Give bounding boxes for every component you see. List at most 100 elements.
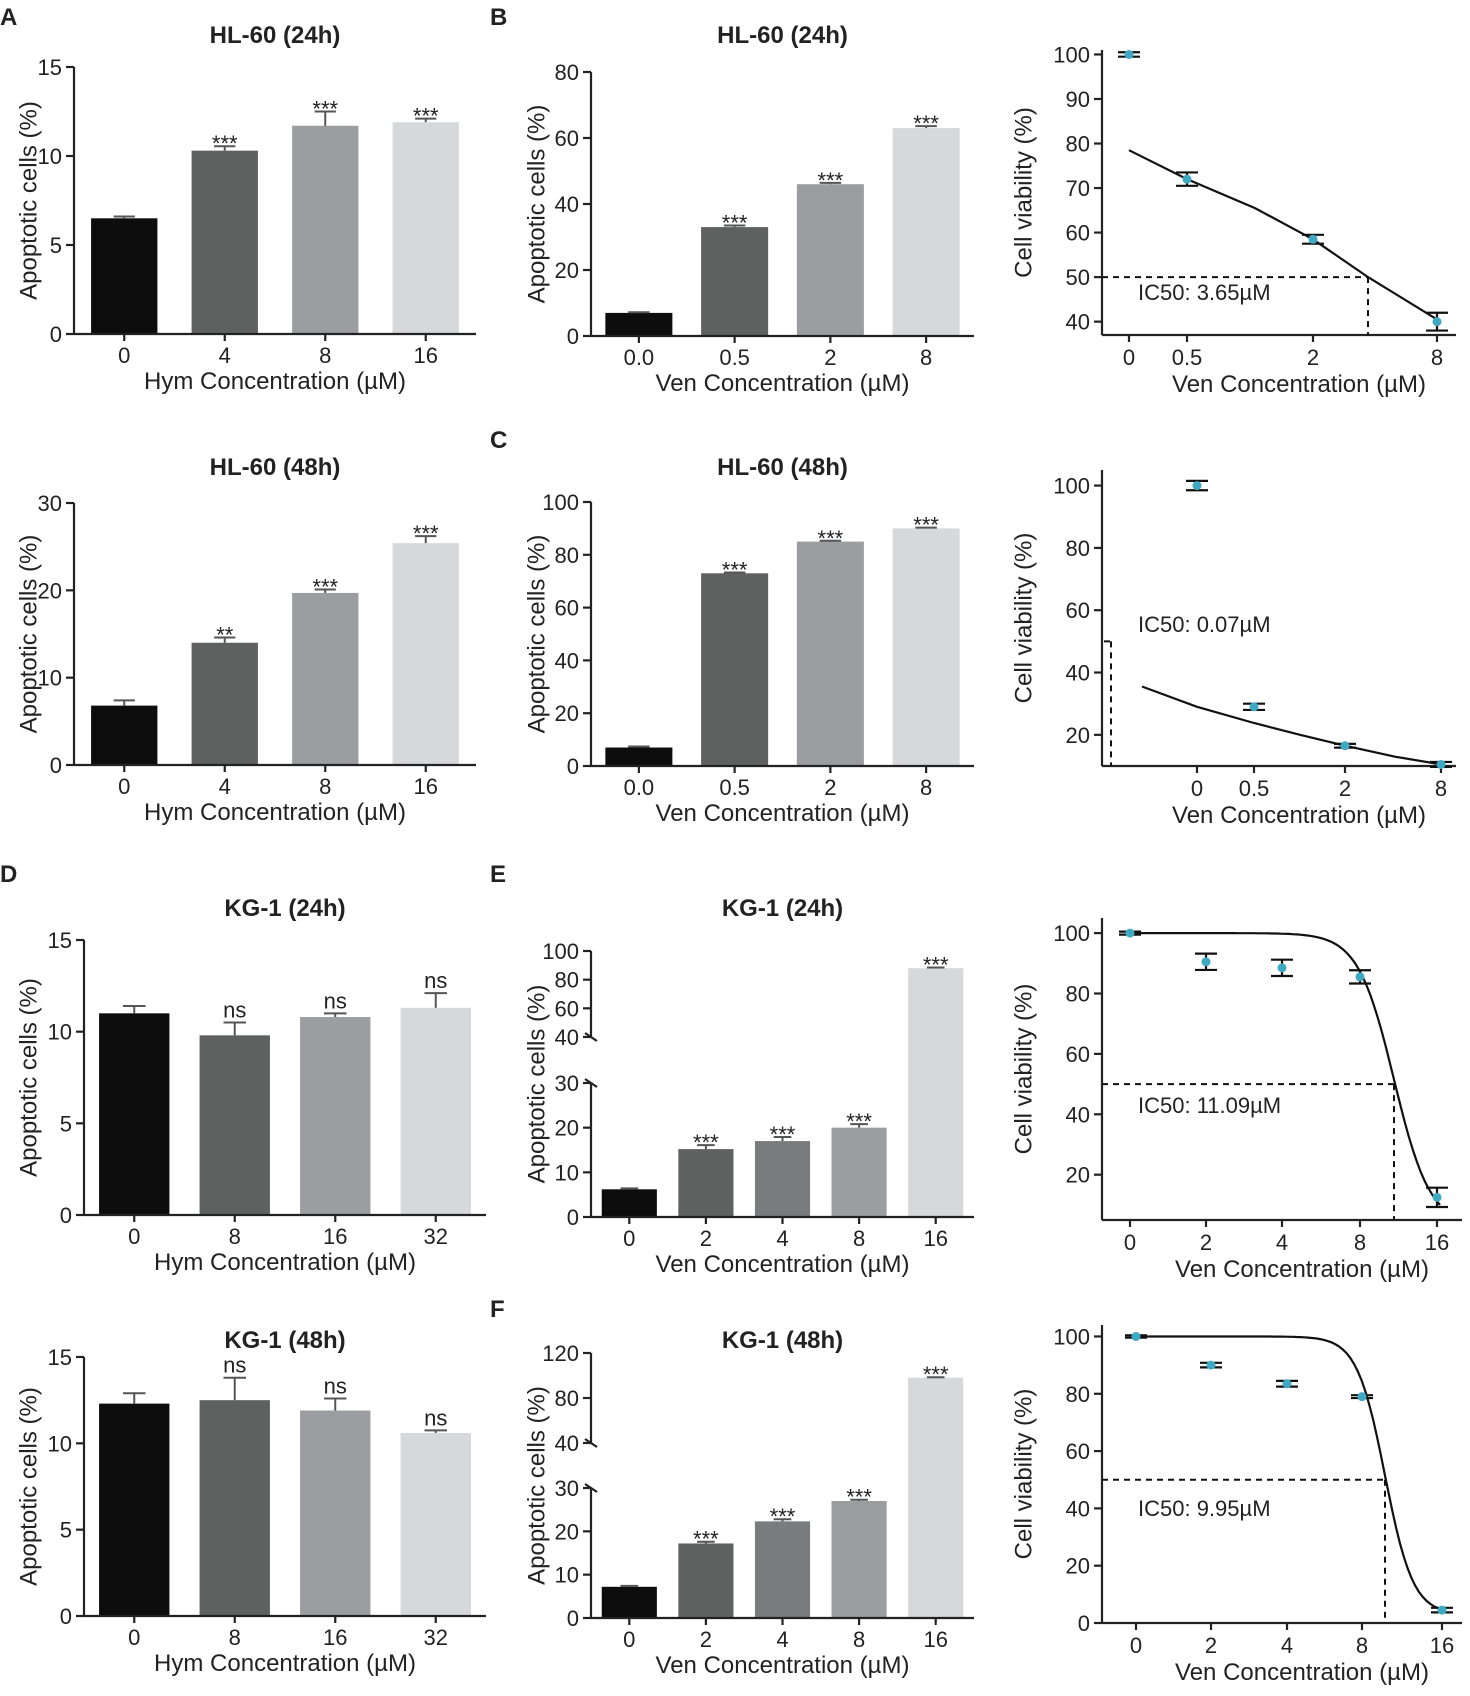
panel-letter-F: F	[490, 1296, 505, 1323]
significance-label: ***	[693, 1130, 719, 1155]
x-tick-label: 0	[118, 343, 130, 368]
bar	[400, 1007, 471, 1215]
x-tick-label: 16	[323, 1625, 347, 1650]
x-tick-label: 8	[229, 1625, 241, 1650]
y-tick-label: 30	[38, 491, 62, 516]
chart-title: KG-1 (24h)	[224, 895, 345, 922]
y-tick-label: 30	[555, 1476, 579, 1501]
data-point	[1131, 1331, 1141, 1341]
y-tick-label: 0	[567, 1606, 579, 1631]
y-axis-label: Cell viability (%)	[1010, 533, 1037, 704]
y-tick-label: 40	[555, 192, 579, 217]
y-tick-label: 40	[1066, 661, 1090, 686]
y-axis-label: Apoptotic cells (%)	[523, 535, 550, 734]
significance-label: ***	[818, 526, 844, 551]
x-tick-label: 4	[776, 1627, 788, 1652]
y-tick-label: 100	[542, 939, 579, 964]
x-tick-label: 0.5	[719, 775, 750, 800]
y-tick-label: 40	[1066, 310, 1090, 335]
significance-label: ns	[223, 998, 246, 1023]
y-tick-label: 120	[542, 1341, 579, 1366]
y-tick-label: 100	[542, 490, 579, 515]
y-tick-label: 20	[555, 258, 579, 283]
significance-label: ns	[223, 1353, 246, 1378]
chart-hym_hl60_48: HL-60 (48h) 0 ** 4 *** 8 *** 16 0 10 20 30 Hym Conce…	[15, 454, 476, 826]
bar	[754, 1141, 811, 1217]
y-axis-label: Apoptotic cells (%)	[523, 105, 550, 304]
data-point	[1340, 741, 1350, 751]
y-tick-label: 80	[1066, 1382, 1090, 1407]
bar	[300, 1410, 371, 1616]
x-axis-label: Ven Concentration (µM)	[1172, 802, 1426, 829]
y-tick-label: 60	[1066, 1042, 1090, 1067]
fit-curve	[1141, 685, 1442, 766]
data-point	[1124, 49, 1134, 59]
x-tick-label: 8	[920, 345, 932, 370]
x-tick-label: 0.0	[624, 345, 655, 370]
ic50-label: IC50: 11.09µM	[1138, 1093, 1281, 1118]
y-tick-label: 20	[1066, 1554, 1090, 1579]
x-tick-label: 4	[219, 343, 231, 368]
x-tick-label: 8	[319, 343, 331, 368]
x-tick-label: 4	[776, 1226, 788, 1251]
significance-label: ***	[413, 104, 439, 129]
significance-label: ***	[846, 1109, 872, 1134]
bar	[300, 1017, 371, 1215]
x-axis-label: Hym Concentration (µM)	[144, 368, 406, 395]
chart-title: HL-60 (24h)	[717, 22, 848, 49]
bar	[678, 1149, 734, 1217]
y-tick-label: 40	[555, 1025, 579, 1050]
chart-title: HL-60 (48h)	[717, 454, 848, 481]
significance-label: ***	[722, 210, 748, 235]
y-axis-label: Apoptotic cells (%)	[523, 1386, 550, 1585]
significance-label: ***	[212, 131, 238, 156]
chart-title: KG-1 (24h)	[722, 895, 843, 922]
data-point	[1432, 317, 1442, 327]
bar	[392, 122, 459, 335]
bar	[400, 1432, 471, 1616]
x-tick-label: 0.5	[1172, 345, 1203, 370]
data-point	[1192, 481, 1202, 491]
y-axis-label: Cell viability (%)	[1010, 984, 1037, 1155]
y-tick-label: 80	[555, 1386, 579, 1411]
x-axis-label: Ven Concentration (µM)	[656, 1251, 910, 1278]
x-tick-label: 2	[700, 1627, 712, 1652]
fit-curve	[1130, 932, 1441, 1206]
significance-label: ns	[324, 988, 347, 1013]
x-axis-label: Ven Concentration (µM)	[656, 1652, 910, 1679]
y-tick-label: 30	[555, 1071, 579, 1096]
bar	[191, 642, 258, 765]
chart-hym_kg1_48: KG-1 (48h) 0 ns 8 ns 16 ns 32 0 5 10 15 Hym Concentr…	[15, 1327, 486, 1677]
y-tick-label: 100	[1053, 42, 1090, 67]
bar	[831, 1501, 887, 1618]
y-axis-label: Apoptotic cells (%)	[15, 1387, 42, 1586]
y-tick-label: 90	[1066, 87, 1090, 112]
y-tick-label: 15	[48, 1345, 72, 1370]
x-axis-label: Ven Concentration (µM)	[1175, 1256, 1429, 1283]
data-point	[1182, 174, 1192, 184]
significance-label: ***	[923, 952, 949, 977]
x-tick-label: 16	[414, 343, 438, 368]
x-axis-label: Ven Concentration (µM)	[1172, 371, 1426, 398]
y-tick-label: 20	[1066, 1163, 1090, 1188]
y-tick-label: 15	[38, 55, 62, 80]
bar	[601, 1189, 657, 1217]
x-tick-label: 8	[1356, 1633, 1368, 1658]
x-tick-label: 8	[229, 1224, 241, 1249]
bar	[605, 747, 673, 766]
chart-via_hl60_48: 20 40 60 80 100 0 0.5 2 8 Ven Concentration (µM) C…	[1010, 470, 1456, 829]
x-tick-label: 8	[1431, 345, 1443, 370]
chart-hym_hl60_24: HL-60 (24h) 0 *** 4 *** 8 *** 16 0 5 10 15 Hym Conce…	[15, 22, 476, 395]
panel-letter-C: C	[490, 427, 507, 454]
y-tick-label: 10	[555, 1160, 579, 1185]
x-axis-label: Ven Concentration (µM)	[656, 370, 910, 397]
bar	[831, 1127, 887, 1217]
bar	[701, 227, 769, 336]
x-tick-label: 4	[1276, 1230, 1288, 1255]
data-point	[1355, 972, 1365, 982]
y-tick-label: 60	[555, 126, 579, 151]
x-tick-label: 2	[1307, 345, 1319, 370]
